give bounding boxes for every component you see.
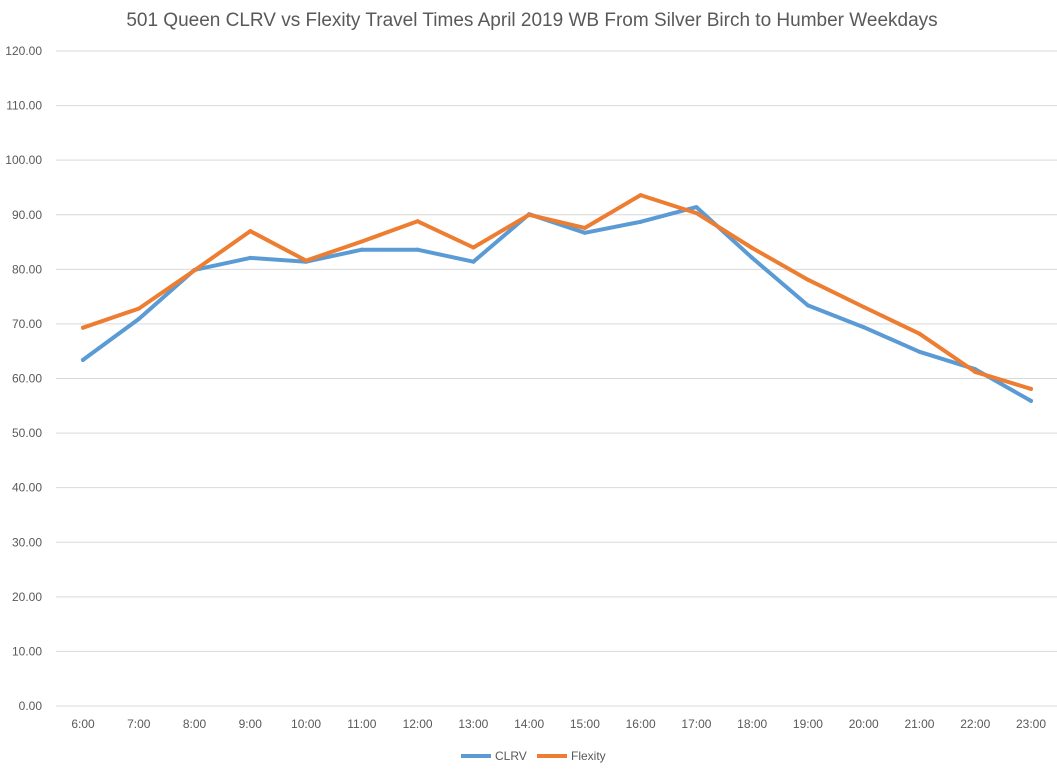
x-tick-label: 18:00 bbox=[737, 717, 767, 731]
series-line-clrv bbox=[81, 205, 1033, 403]
data-point-flexity bbox=[192, 268, 197, 273]
series-lines bbox=[81, 193, 1033, 403]
y-tick-label: 100.00 bbox=[5, 153, 42, 167]
data-point-flexity bbox=[805, 277, 810, 282]
y-tick-label: 50.00 bbox=[12, 426, 42, 440]
x-tick-label: 8:00 bbox=[183, 717, 207, 731]
gridlines bbox=[56, 50, 1057, 707]
y-tick-label: 120.00 bbox=[5, 44, 42, 58]
data-point-flexity bbox=[359, 239, 364, 244]
data-point-clrv bbox=[248, 255, 253, 260]
data-point-flexity bbox=[694, 211, 699, 216]
x-tick-label: 17:00 bbox=[681, 717, 711, 731]
y-tick-label: 10.00 bbox=[12, 644, 42, 658]
x-tick-label: 6:00 bbox=[71, 717, 95, 731]
y-tick-label: 30.00 bbox=[12, 535, 42, 549]
data-point-flexity bbox=[861, 304, 866, 309]
data-point-flexity bbox=[1029, 386, 1033, 391]
x-tick-label: 11:00 bbox=[347, 717, 376, 731]
x-tick-label: 23:00 bbox=[1016, 717, 1046, 731]
data-point-clrv bbox=[359, 247, 364, 252]
y-axis-tick-labels: 0.00 10.00 20.00 30.00 40.00 50.00 60.00 70.00 8… bbox=[5, 44, 42, 713]
x-tick-label: 7:00 bbox=[127, 717, 151, 731]
x-axis-tick-labels: 6:00 7:00 8:00 9:00 10:00 11:00 12:00 13:00 14:0… bbox=[71, 717, 1046, 731]
data-point-flexity bbox=[638, 193, 643, 198]
data-point-clrv bbox=[582, 230, 587, 235]
y-tick-label: 80.00 bbox=[12, 262, 42, 276]
y-tick-label: 60.00 bbox=[12, 372, 42, 386]
y-tick-label: 40.00 bbox=[12, 481, 42, 495]
y-tick-label: 0.00 bbox=[19, 699, 43, 713]
x-tick-label: 12:00 bbox=[403, 717, 433, 731]
data-point-clrv bbox=[694, 205, 699, 210]
data-point-flexity bbox=[471, 245, 476, 250]
data-point-clrv bbox=[415, 247, 420, 252]
data-point-clrv bbox=[750, 255, 755, 260]
legend: CLRV Flexity bbox=[461, 749, 606, 763]
data-point-clrv bbox=[471, 259, 476, 264]
legend-label-clrv: CLRV bbox=[495, 749, 527, 763]
y-tick-label: 70.00 bbox=[12, 317, 42, 331]
data-point-flexity bbox=[582, 225, 587, 230]
x-tick-label: 10:00 bbox=[291, 717, 321, 731]
x-tick-label: 21:00 bbox=[904, 717, 934, 731]
data-point-flexity bbox=[750, 246, 755, 251]
data-point-flexity bbox=[973, 369, 978, 374]
x-tick-label: 13:00 bbox=[458, 717, 488, 731]
x-tick-label: 22:00 bbox=[960, 717, 990, 731]
data-point-clrv bbox=[1029, 398, 1033, 403]
x-tick-label: 9:00 bbox=[239, 717, 263, 731]
data-point-clrv bbox=[861, 325, 866, 330]
data-point-clrv bbox=[638, 219, 643, 224]
x-tick-label: 19:00 bbox=[793, 717, 823, 731]
y-tick-label: 20.00 bbox=[12, 590, 42, 604]
data-point-flexity bbox=[527, 212, 532, 217]
data-point-clrv bbox=[805, 303, 810, 308]
x-tick-label: 20:00 bbox=[849, 717, 879, 731]
y-tick-label: 90.00 bbox=[12, 208, 42, 222]
series-line-flexity bbox=[81, 193, 1033, 391]
data-point-flexity bbox=[917, 331, 922, 336]
x-tick-label: 16:00 bbox=[626, 717, 656, 731]
legend-label-flexity: Flexity bbox=[571, 749, 606, 763]
data-point-clrv bbox=[917, 349, 922, 354]
y-tick-label: 110.00 bbox=[6, 99, 42, 113]
data-point-flexity bbox=[304, 258, 309, 263]
data-point-clrv bbox=[136, 317, 141, 322]
x-tick-label: 15:00 bbox=[570, 717, 600, 731]
data-point-clrv bbox=[81, 357, 85, 362]
data-point-flexity bbox=[81, 325, 85, 330]
data-point-flexity bbox=[136, 306, 141, 311]
data-point-flexity bbox=[415, 219, 420, 224]
chart-title: 501 Queen CLRV vs Flexity Travel Times A… bbox=[126, 10, 937, 31]
data-point-flexity bbox=[248, 229, 253, 234]
x-tick-label: 14:00 bbox=[514, 717, 544, 731]
